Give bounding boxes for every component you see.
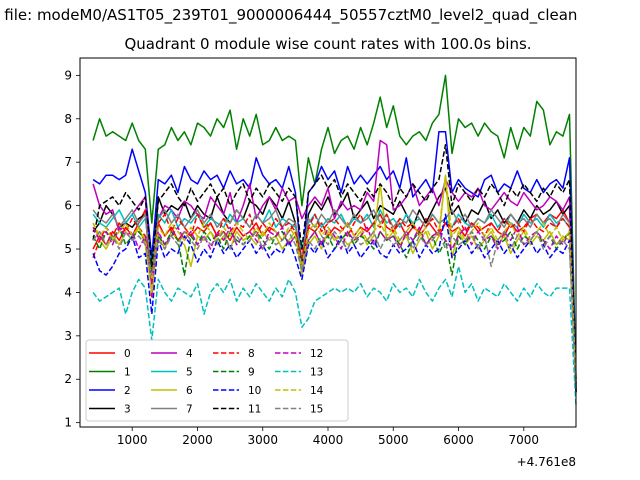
series-line-12 bbox=[92, 226, 577, 393]
series-line-2 bbox=[92, 131, 577, 388]
legend-box bbox=[85, 339, 349, 422]
legend-label-8: 8 bbox=[248, 348, 255, 360]
legend-label-12: 12 bbox=[310, 348, 323, 360]
series-line-8 bbox=[92, 213, 577, 388]
series-line-1 bbox=[92, 74, 577, 380]
y-tick-label: 3 bbox=[64, 329, 72, 343]
chart-title: Quadrant 0 module wise count rates with … bbox=[124, 35, 532, 53]
x-tick-label: 5000 bbox=[378, 433, 409, 447]
legend-label-3: 3 bbox=[124, 404, 131, 416]
legend-label-2: 2 bbox=[124, 385, 131, 397]
x-tick-label: 6000 bbox=[443, 433, 474, 447]
series-line-13 bbox=[92, 265, 577, 406]
y-tick-label: 9 bbox=[64, 68, 72, 82]
legend-label-10: 10 bbox=[248, 385, 261, 397]
series-line-4 bbox=[92, 139, 577, 393]
series-line-15 bbox=[92, 230, 577, 388]
y-tick-label: 7 bbox=[64, 155, 72, 169]
x-tick-label: 7000 bbox=[509, 433, 540, 447]
legend-label-14: 14 bbox=[310, 385, 324, 397]
figure-suptitle: n file: modeM0/AS1T05_239T01_9000006444_… bbox=[0, 6, 578, 24]
legend-label-7: 7 bbox=[186, 404, 193, 416]
legend-label-6: 6 bbox=[186, 385, 193, 397]
y-tick-label: 5 bbox=[64, 242, 72, 256]
series-line-11 bbox=[92, 144, 577, 393]
series-line-7 bbox=[92, 209, 577, 393]
legend-label-15: 15 bbox=[310, 404, 323, 416]
x-tick-label: 2000 bbox=[182, 433, 213, 447]
legend-label-13: 13 bbox=[310, 367, 323, 379]
legend-label-0: 0 bbox=[124, 348, 131, 360]
x-offset-label: +4.761e8 bbox=[517, 455, 576, 469]
y-tick-label: 2 bbox=[64, 372, 72, 386]
series-lines bbox=[92, 74, 577, 406]
y-axis: 1 2 3 4 5 6 7 8 9 bbox=[64, 68, 80, 430]
legend-label-9: 9 bbox=[248, 367, 255, 379]
y-tick-label: 4 bbox=[64, 285, 72, 299]
y-tick-label: 1 bbox=[64, 416, 72, 430]
x-tick-label: 1000 bbox=[117, 433, 148, 447]
legend-label-1: 1 bbox=[124, 367, 131, 379]
series-line-3 bbox=[92, 187, 577, 393]
x-axis: 1000 2000 3000 4000 5000 6000 7000 bbox=[117, 427, 539, 447]
x-tick-label: 4000 bbox=[313, 433, 344, 447]
legend-label-4: 4 bbox=[186, 348, 193, 360]
x-tick-label: 3000 bbox=[247, 433, 278, 447]
y-tick-label: 6 bbox=[64, 199, 72, 213]
series-line-5 bbox=[92, 209, 577, 384]
y-tick-label: 8 bbox=[64, 112, 72, 126]
legend-label-11: 11 bbox=[248, 404, 261, 416]
legend-label-5: 5 bbox=[186, 367, 193, 379]
series-line-10 bbox=[92, 213, 577, 384]
series-line-14 bbox=[92, 174, 577, 384]
